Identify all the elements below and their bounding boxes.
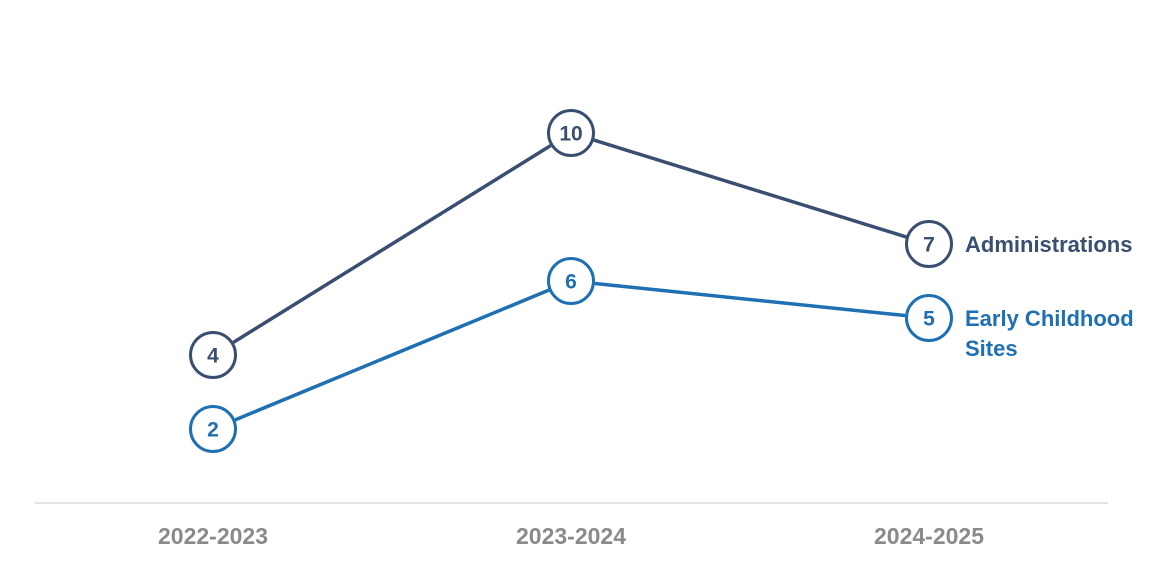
data-point-marker xyxy=(905,294,953,342)
x-tick-label: 2024-2025 xyxy=(874,523,984,549)
data-point-marker xyxy=(189,331,237,379)
series-name-line: Early Childhood xyxy=(965,306,1134,331)
series-line-segment xyxy=(234,288,550,422)
x-axis-ticks: 2022-2023 2023-2024 2024-2025 xyxy=(158,523,984,549)
series-name-label: Early Childhood Sites xyxy=(965,306,1134,361)
data-point-label: 5 xyxy=(923,308,935,331)
data-point-marker xyxy=(547,109,595,157)
x-tick-label: 2023-2024 xyxy=(516,523,626,549)
series-1: 2 6 5 Early Childhood Sites xyxy=(189,257,1134,453)
series-name-line: Administrations xyxy=(965,232,1132,257)
series-layer: 4 10 7 Administrations 2 6 5 Early Childhood Sit… xyxy=(189,109,1134,453)
series-line-segment xyxy=(593,138,907,239)
data-point-label: 7 xyxy=(923,234,935,257)
series-name-line: Sites xyxy=(965,336,1018,361)
series-name-label: Administrations xyxy=(965,232,1132,257)
data-point-label: 6 xyxy=(565,271,577,294)
series-line-segment xyxy=(232,144,552,344)
data-point-label: 2 xyxy=(207,419,219,442)
x-tick-label: 2022-2023 xyxy=(158,523,268,549)
series-0: 4 10 7 Administrations xyxy=(189,109,1132,379)
series-line-segment xyxy=(594,281,906,318)
data-point-label: 4 xyxy=(207,345,219,368)
data-point-marker xyxy=(905,220,953,268)
data-point-marker xyxy=(547,257,595,305)
data-point-label: 10 xyxy=(559,123,582,146)
data-point-marker xyxy=(189,405,237,453)
